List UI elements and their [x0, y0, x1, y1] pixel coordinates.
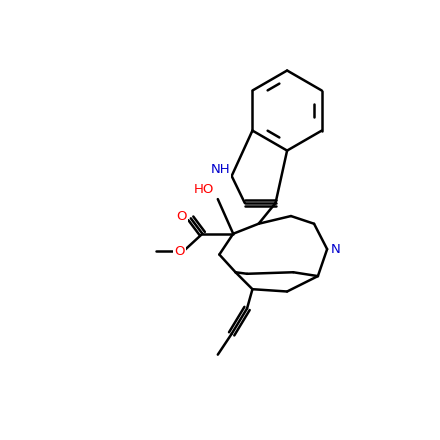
Text: O: O	[174, 245, 185, 258]
Text: O: O	[176, 209, 187, 223]
Text: HO: HO	[194, 183, 214, 196]
Text: N: N	[331, 242, 341, 256]
Text: NH: NH	[210, 163, 230, 176]
